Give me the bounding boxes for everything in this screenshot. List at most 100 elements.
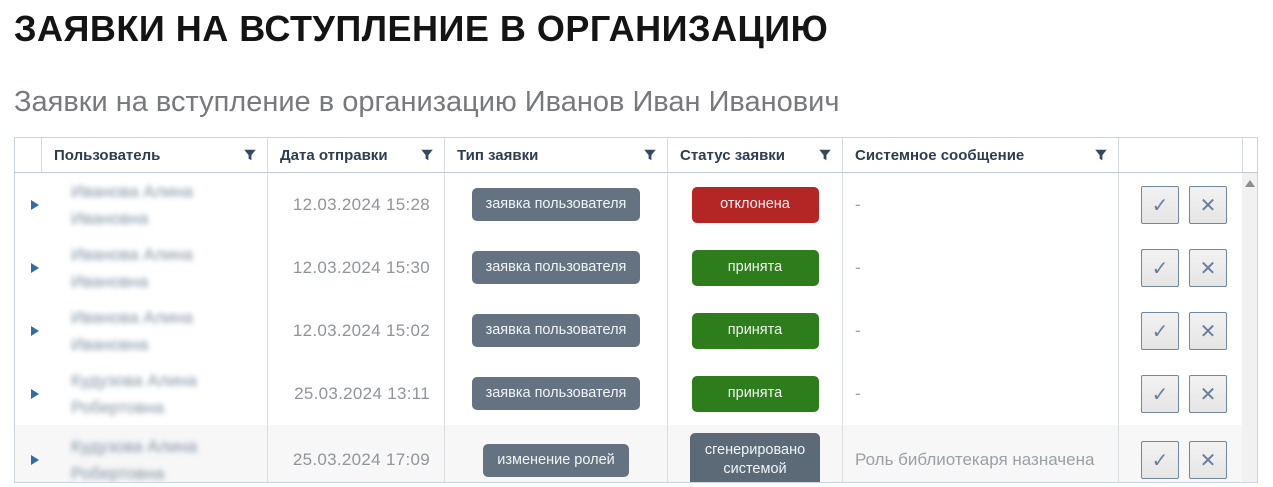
status-cell: отклонена	[667, 173, 842, 237]
date-text: 12.03.2024 15:02	[292, 320, 430, 340]
header-date-label: Дата отправки	[280, 146, 388, 164]
expand-row-icon[interactable]	[31, 325, 39, 336]
type-cell: заявка пользователя	[444, 173, 667, 237]
header-actions-column	[1118, 138, 1242, 173]
message-text: -	[855, 320, 861, 340]
status-badge: отклонена	[691, 187, 819, 223]
date-cell: 25.03.2024 13:11	[267, 362, 444, 426]
message-text: -	[855, 194, 861, 214]
date-text: 12.03.2024 15:28	[292, 194, 430, 214]
status-badge: принята	[691, 250, 819, 286]
filter-icon[interactable]	[420, 148, 434, 162]
header-message-label: Системное сообщение	[855, 146, 1025, 164]
message-text: Роль библиотекаря назначена	[855, 450, 1095, 470]
expand-row-icon[interactable]	[31, 388, 39, 399]
header-type: Тип заявки	[444, 138, 667, 173]
message-cell: -	[842, 362, 1118, 426]
message-text: -	[855, 257, 861, 277]
type-badge: заявка пользователя	[471, 188, 641, 222]
vertical-scrollbar[interactable]	[1242, 173, 1257, 483]
page-subtitle: Заявки на вступление в организацию Ивано…	[14, 86, 840, 119]
user-cell: Иванова Алина Ивановна	[41, 173, 267, 236]
filter-icon[interactable]	[243, 148, 257, 162]
approve-button[interactable]: ✓	[1141, 374, 1179, 413]
page-title: ЗАЯВКИ НА ВСТУПЛЕНИЕ В ОРГАНИЗАЦИЮ	[14, 8, 829, 49]
status-cell: принята	[667, 299, 842, 363]
user-name: Иванова Алина Ивановна	[71, 244, 193, 291]
date-cell: 12.03.2024 15:02	[267, 299, 444, 363]
reject-button[interactable]: ✕	[1189, 374, 1227, 413]
header-status-label: Статус заявки	[680, 146, 786, 164]
table-row: Кудузова Алина Робертовна 25.03.2024 17:…	[15, 425, 1242, 483]
table-row: Иванова Алина Ивановна 12.03.2024 15:30 …	[15, 236, 1242, 300]
user-cell: Кудузова Алина Робертовна	[41, 362, 267, 425]
expand-row-icon[interactable]	[31, 262, 39, 273]
date-cell: 12.03.2024 15:28	[267, 173, 444, 237]
message-cell: Роль библиотекаря назначена	[842, 425, 1118, 483]
message-text: -	[855, 383, 861, 403]
date-text: 25.03.2024 17:09	[292, 450, 430, 470]
status-cell: сгенерировано системой	[667, 425, 842, 483]
approve-button[interactable]: ✓	[1141, 311, 1179, 350]
requests-grid: Пользователь Дата отправки Тип заявки Ст…	[14, 137, 1258, 484]
approve-button[interactable]: ✓	[1141, 185, 1179, 224]
expand-cell	[15, 425, 41, 482]
actions-cell: ✓ ✕	[1118, 362, 1242, 426]
reject-button[interactable]: ✕	[1189, 185, 1227, 224]
type-cell: заявка пользователя	[444, 299, 667, 363]
type-cell: заявка пользователя	[444, 236, 667, 300]
table-row: Иванова Алина Ивановна 12.03.2024 15:28 …	[15, 173, 1242, 237]
user-name: Иванова Алина Ивановна	[71, 181, 193, 228]
filter-icon[interactable]	[818, 148, 832, 162]
actions-cell: ✓ ✕	[1118, 425, 1242, 483]
date-text: 25.03.2024 13:11	[294, 383, 430, 403]
expand-cell	[15, 236, 41, 299]
type-badge: заявка пользователя	[471, 314, 641, 348]
grid-body: Иванова Алина Ивановна 12.03.2024 15:28 …	[15, 173, 1257, 483]
message-cell: -	[842, 173, 1118, 237]
header-user-label: Пользователь	[54, 146, 161, 164]
approve-button[interactable]: ✓	[1141, 248, 1179, 287]
actions-cell: ✓ ✕	[1118, 173, 1242, 237]
expand-row-icon[interactable]	[31, 455, 39, 466]
date-cell: 25.03.2024 17:09	[267, 425, 444, 483]
type-cell: заявка пользователя	[444, 362, 667, 426]
type-badge: заявка пользователя	[471, 251, 641, 285]
type-cell: изменение ролей	[444, 425, 667, 483]
status-badge: принята	[691, 313, 819, 349]
expand-cell	[15, 299, 41, 362]
status-cell: принята	[667, 362, 842, 426]
approve-button[interactable]: ✓	[1141, 441, 1179, 480]
table-row: Иванова Алина Ивановна 12.03.2024 15:02 …	[15, 299, 1242, 363]
actions-cell: ✓ ✕	[1118, 299, 1242, 363]
reject-button[interactable]: ✕	[1189, 248, 1227, 287]
user-cell: Иванова Алина Ивановна	[41, 299, 267, 362]
actions-cell: ✓ ✕	[1118, 236, 1242, 300]
date-cell: 12.03.2024 15:30	[267, 236, 444, 300]
user-name: Иванова Алина Ивановна	[71, 307, 193, 354]
expand-cell	[15, 362, 41, 425]
header-scroll-corner	[1242, 138, 1265, 173]
type-badge: заявка пользователя	[471, 377, 641, 411]
type-badge: изменение ролей	[483, 443, 629, 477]
reject-button[interactable]: ✕	[1189, 311, 1227, 350]
filter-icon[interactable]	[643, 148, 657, 162]
grid-rows: Иванова Алина Ивановна 12.03.2024 15:28 …	[15, 173, 1242, 483]
header-type-label: Тип заявки	[457, 146, 539, 164]
user-cell: Иванова Алина Ивановна	[41, 236, 267, 299]
user-name: Кудузова Алина Робертовна	[71, 370, 197, 417]
reject-button[interactable]: ✕	[1189, 441, 1227, 480]
header-date: Дата отправки	[267, 138, 444, 173]
user-name: Кудузова Алина Робертовна	[71, 437, 197, 483]
scroll-up-icon[interactable]	[1244, 180, 1255, 188]
expand-cell	[15, 173, 41, 236]
grid-header: Пользователь Дата отправки Тип заявки Ст…	[15, 138, 1257, 174]
header-status: Статус заявки	[667, 138, 842, 173]
message-cell: -	[842, 236, 1118, 300]
status-badge: принята	[691, 376, 819, 412]
header-message: Системное сообщение	[842, 138, 1118, 173]
header-user: Пользователь	[41, 138, 267, 173]
filter-icon[interactable]	[1094, 148, 1108, 162]
table-row: Кудузова Алина Робертовна 25.03.2024 13:…	[15, 362, 1242, 426]
expand-row-icon[interactable]	[31, 199, 39, 210]
